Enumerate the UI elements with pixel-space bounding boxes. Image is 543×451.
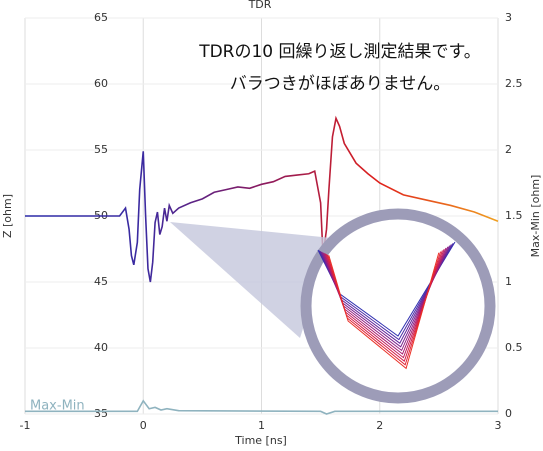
series-label: Max-Min (30, 399, 85, 414)
series-line (25, 115, 499, 283)
x-tick-label: 0 (140, 419, 147, 432)
x-tick-label: 2 (376, 419, 383, 432)
y2-tick-label: 2.5 (505, 77, 523, 90)
zoom-line (328, 252, 440, 370)
x-axis-label: Time [ns] (234, 434, 287, 447)
annotation: バラつきがほぼありません。 (230, 74, 451, 94)
y-tick-label: 35 (94, 407, 108, 420)
y2-tick-label: 3 (505, 11, 512, 24)
y-tick-label: 55 (94, 143, 108, 156)
x-tick-label: -1 (20, 419, 31, 432)
y2-axis-label: Max-Min [ohm] (529, 175, 542, 258)
chart-title: TDR (248, 0, 272, 11)
y2-tick-label: 1 (505, 275, 512, 288)
magnifier-cone (170, 222, 332, 338)
y-tick-label: 65 (94, 11, 108, 24)
x-tick-label: 3 (495, 419, 502, 432)
x-tick-label: 1 (258, 419, 265, 432)
series-line (25, 399, 498, 415)
y2-tick-label: 2 (505, 143, 512, 156)
y2-tick-label: 0.5 (505, 341, 523, 354)
y-tick-label: 45 (94, 275, 108, 288)
y-tick-label: 60 (94, 77, 108, 90)
y-axis-label: Z [ohm] (1, 194, 14, 238)
y-tick-label: 40 (94, 341, 108, 354)
annotation: TDRの10 回繰り返し測定結果です。 (198, 42, 481, 62)
magnifier (300, 208, 496, 404)
y2-tick-label: 1.5 (505, 209, 523, 222)
y2-tick-label: 0 (505, 407, 512, 420)
